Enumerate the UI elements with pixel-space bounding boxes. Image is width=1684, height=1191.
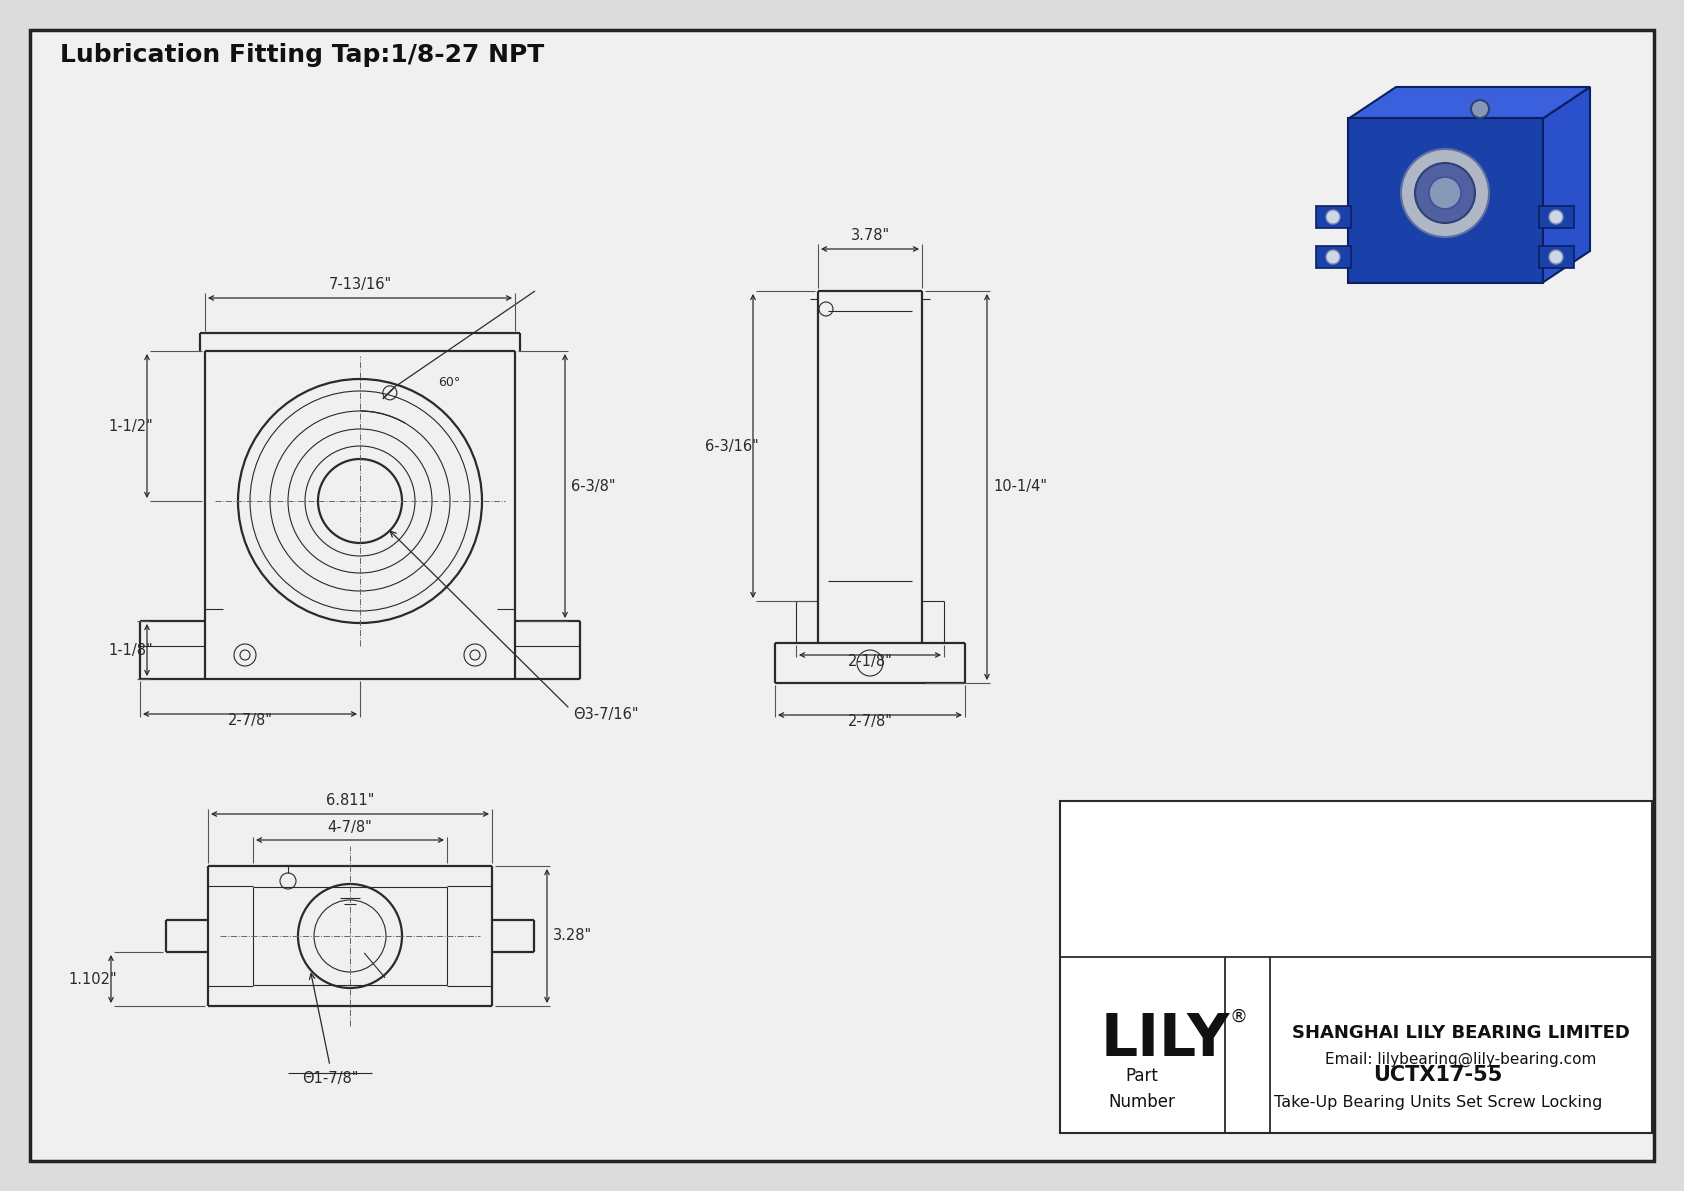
Circle shape bbox=[1325, 250, 1340, 264]
Bar bbox=[1059, 802, 1652, 1133]
Text: 2-1/8": 2-1/8" bbox=[847, 654, 893, 669]
Circle shape bbox=[1415, 163, 1475, 223]
Text: Θ1-7/8": Θ1-7/8" bbox=[301, 1071, 359, 1086]
Text: 10-1/4": 10-1/4" bbox=[994, 480, 1047, 494]
Text: 2-7/8": 2-7/8" bbox=[227, 713, 273, 728]
Circle shape bbox=[1325, 210, 1340, 224]
Text: Email: lilybearing@lily-bearing.com: Email: lilybearing@lily-bearing.com bbox=[1325, 1052, 1596, 1067]
Bar bbox=[1315, 247, 1351, 268]
Text: 60°: 60° bbox=[438, 376, 460, 389]
Text: 6.811": 6.811" bbox=[325, 793, 374, 807]
Circle shape bbox=[1472, 100, 1489, 118]
Text: 4-7/8": 4-7/8" bbox=[328, 819, 372, 835]
Text: 7-13/16": 7-13/16" bbox=[328, 278, 392, 292]
Text: Take-Up Bearing Units Set Screw Locking: Take-Up Bearing Units Set Screw Locking bbox=[1273, 1096, 1601, 1110]
Circle shape bbox=[1549, 250, 1563, 264]
Text: 3.78": 3.78" bbox=[850, 227, 889, 243]
Text: 1-1/2": 1-1/2" bbox=[108, 418, 153, 434]
Polygon shape bbox=[1347, 87, 1590, 119]
Circle shape bbox=[1401, 149, 1489, 237]
Text: 2-7/8": 2-7/8" bbox=[847, 713, 893, 729]
Circle shape bbox=[1549, 210, 1563, 224]
Bar bbox=[1315, 206, 1351, 227]
Text: SHANGHAI LILY BEARING LIMITED: SHANGHAI LILY BEARING LIMITED bbox=[1292, 1024, 1630, 1042]
Text: Θ3-7/16": Θ3-7/16" bbox=[573, 706, 638, 722]
Text: 1.102": 1.102" bbox=[69, 972, 116, 986]
Text: 3.28": 3.28" bbox=[552, 929, 593, 943]
Bar bbox=[1539, 206, 1575, 227]
Text: Lubrication Fitting Tap:1/8-27 NPT: Lubrication Fitting Tap:1/8-27 NPT bbox=[61, 43, 544, 67]
Bar bbox=[1539, 247, 1575, 268]
Text: 6-3/8": 6-3/8" bbox=[571, 479, 615, 493]
Polygon shape bbox=[1543, 87, 1590, 283]
Text: LILY: LILY bbox=[1100, 1011, 1229, 1068]
Text: 1-1/8": 1-1/8" bbox=[108, 642, 153, 657]
Text: 6-3/16": 6-3/16" bbox=[706, 438, 759, 454]
Circle shape bbox=[1430, 177, 1462, 208]
Text: UCTX17-55: UCTX17-55 bbox=[1374, 1065, 1502, 1085]
Text: ®: ® bbox=[1229, 1008, 1246, 1025]
Bar bbox=[1347, 118, 1543, 283]
Text: Part
Number: Part Number bbox=[1108, 1067, 1175, 1111]
